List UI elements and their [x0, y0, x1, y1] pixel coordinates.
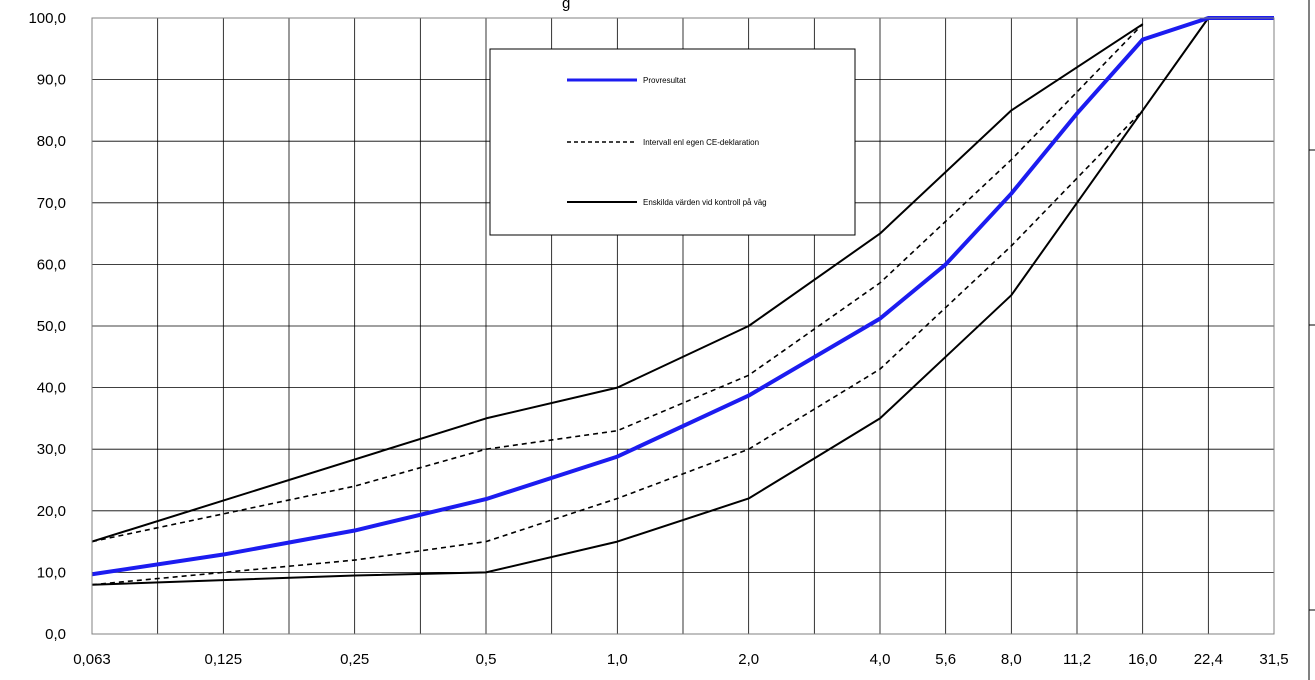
legend-label-enskilda: Enskilda värden vid kontroll på väg [643, 198, 767, 207]
y-tick-label: 20,0 [37, 503, 66, 520]
x-tick-label: 2,0 [738, 651, 759, 668]
x-tick-label: 11,2 [1063, 651, 1091, 668]
legend: Provresultat Intervall enl egen CE-dekla… [490, 49, 855, 235]
x-tick-label: 22,4 [1194, 651, 1223, 668]
x-tick-label: 16,0 [1128, 651, 1157, 668]
y-tick-labels: 0,0 10,0 20,0 30,0 40,0 50,0 60,0 70,0 80,0 90,0 1… [28, 10, 66, 643]
y-tick-label: 70,0 [37, 195, 66, 212]
y-tick-label: 80,0 [37, 133, 66, 150]
x-tick-label: 5,6 [935, 651, 956, 668]
chart-title-fragment: g [562, 0, 570, 12]
x-tick-label: 31,5 [1259, 651, 1288, 668]
x-tick-labels: 0,063 0,125 0,25 0,5 1,0 2,0 4,0 5,6 8,0 11,2 16,0… [73, 651, 1288, 668]
x-tick-label: 0,063 [73, 651, 111, 668]
y-tick-label: 50,0 [37, 318, 66, 335]
y-tick-label: 90,0 [37, 72, 66, 89]
x-tick-label: 0,25 [340, 651, 369, 668]
legend-label-intervall: Intervall enl egen CE-deklaration [643, 138, 759, 147]
y-tick-label: 0,0 [45, 626, 66, 643]
x-tick-label: 0,125 [205, 651, 243, 668]
y-tick-label: 60,0 [37, 256, 66, 273]
y-tick-label: 40,0 [37, 380, 66, 397]
x-tick-label: 1,0 [607, 651, 628, 668]
legend-label-provresultat: Provresultat [643, 76, 686, 85]
y-tick-label: 30,0 [37, 441, 66, 458]
x-tick-label: 8,0 [1001, 651, 1022, 668]
x-tick-label: 0,5 [476, 651, 497, 668]
y-tick-label: 10,0 [37, 564, 66, 581]
x-tick-label: 4,0 [870, 651, 891, 668]
y-tick-label: 100,0 [28, 10, 66, 27]
